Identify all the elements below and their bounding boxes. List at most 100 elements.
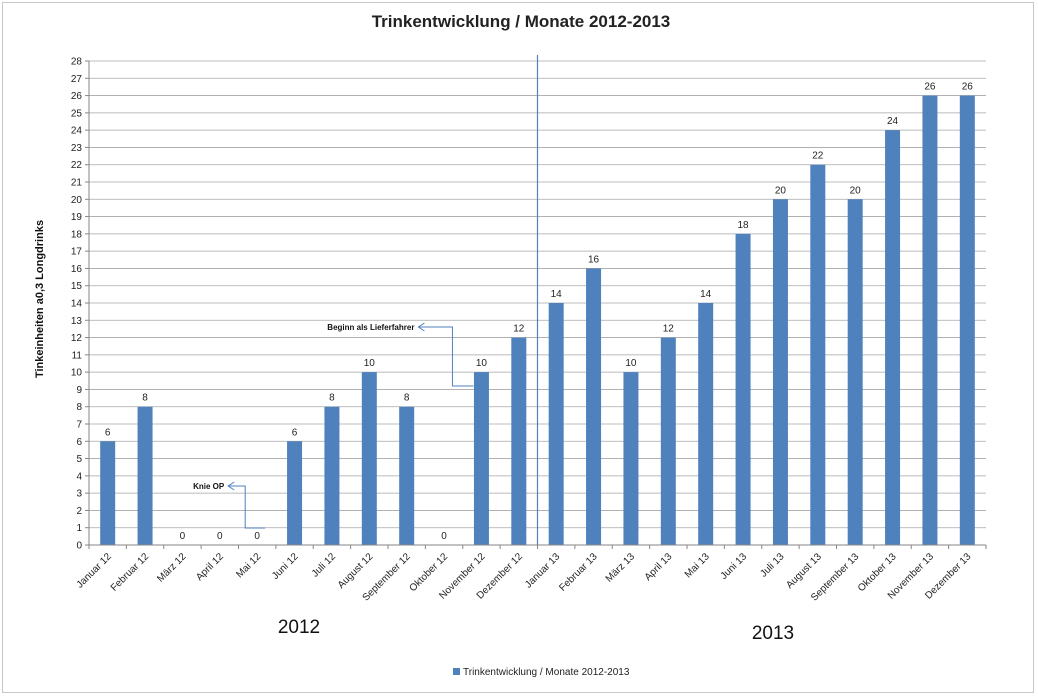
y-tick-label-14: 14 [71, 299, 83, 310]
x-tick-label-5: Juni 12 [270, 551, 301, 582]
data-label-6: 8 [329, 393, 335, 404]
bar-chart: Trinkentwicklung / Monate 2012-2013 0 12 3… [34, 12, 987, 678]
legend-swatch [453, 668, 460, 675]
y-tick-label-17: 17 [71, 247, 83, 258]
year-label-2013: 2013 [752, 623, 794, 644]
bar-5 [287, 441, 303, 545]
data-label-3: 0 [217, 531, 223, 542]
y-tick-label-23: 23 [71, 143, 83, 154]
bar-19 [810, 164, 826, 545]
annotation-arrowhead [227, 481, 235, 491]
y-tick-label-3: 3 [76, 489, 82, 500]
x-tick-label-18: Juli 13 [758, 551, 787, 580]
bar-1 [137, 406, 153, 545]
data-label-16: 14 [700, 289, 712, 300]
bar-21 [885, 130, 901, 545]
data-label-19: 22 [812, 151, 824, 162]
data-label-4: 0 [254, 531, 260, 542]
y-tick-label-8: 8 [76, 402, 82, 413]
y-tick-label-6: 6 [76, 437, 82, 448]
data-label-5: 6 [292, 427, 298, 438]
data-label-15: 12 [663, 324, 675, 335]
data-label-7: 10 [364, 358, 376, 369]
y-tick-label-2: 2 [76, 506, 82, 517]
x-tick-label-16: Mai 13 [683, 551, 712, 580]
data-label-13: 16 [588, 254, 600, 265]
y-axis-ticks: 0123456789101112131415161718192021222324… [71, 57, 89, 552]
data-label-11: 12 [513, 324, 525, 335]
x-tick-label-2: März 12 [155, 551, 189, 585]
y-tick-label-20: 20 [71, 195, 83, 206]
x-tick-label-3: April 12 [194, 551, 226, 583]
legend-label: Trinkentwicklung / Monate 2012-2013 [463, 667, 630, 678]
y-tick-label-4: 4 [76, 471, 82, 482]
x-tick-label-19: August 13 [784, 551, 824, 591]
annotation-arrowhead [417, 322, 425, 332]
bar-11 [511, 337, 527, 545]
annotation-beginn-lieferfahrer: Beginn als Lieferfahrer [327, 323, 414, 332]
y-tick-label-25: 25 [71, 108, 83, 119]
chart-title: Trinkentwicklung / Monate 2012-2013 [372, 12, 671, 31]
y-tick-label-16: 16 [71, 264, 83, 275]
y-tick-label-15: 15 [71, 281, 83, 292]
data-label-21: 24 [887, 116, 899, 127]
x-tick-label-13: Februar 13 [557, 551, 600, 594]
bar-0 [100, 441, 116, 545]
x-tick-label-14: März 13 [604, 551, 638, 585]
y-tick-label-9: 9 [76, 385, 82, 396]
bar-23 [959, 95, 975, 546]
knie-op-connector [228, 485, 266, 529]
y-tick-label-19: 19 [71, 212, 83, 223]
data-label-0: 6 [105, 427, 111, 438]
bar-12 [548, 303, 564, 545]
data-label-8: 8 [404, 393, 410, 404]
data-label-20: 20 [850, 185, 862, 196]
data-label-22: 26 [924, 82, 936, 93]
x-tick-label-15: April 13 [643, 551, 675, 583]
bar-6 [324, 406, 340, 545]
x-tick-label-1: Februar 12 [109, 551, 152, 594]
bar-17 [735, 233, 751, 545]
y-tick-label-11: 11 [72, 350, 83, 361]
data-label-17: 18 [738, 220, 750, 231]
y-tick-label-24: 24 [71, 126, 83, 137]
bar-20 [847, 199, 863, 546]
y-tick-label-28: 28 [71, 57, 83, 68]
x-tick-label-17: Juni 13 [719, 551, 750, 582]
y-tick-label-5: 5 [76, 454, 82, 465]
bar-13 [586, 268, 602, 545]
y-tick-label-21: 21 [71, 178, 83, 189]
y-tick-label-10: 10 [71, 368, 83, 379]
data-label-14: 10 [625, 358, 637, 369]
bar-22 [922, 95, 938, 546]
x-tick-label-7: August 12 [336, 551, 376, 591]
data-label-10: 10 [476, 358, 488, 369]
annotations: Knie OP Beginn als Lieferfahrer [193, 55, 539, 545]
bar-7 [361, 372, 377, 545]
x-tick-label-4: Mai 12 [234, 551, 263, 580]
y-tick-label-7: 7 [76, 420, 82, 431]
data-labels: 6 8 0 0 0 6 8 10 8 0 10 12 14 16 10 12 14 18 20 22 20 24 26 26 [105, 82, 973, 542]
bar-10 [473, 372, 489, 545]
legend: Trinkentwicklung / Monate 2012-2013 [453, 667, 630, 678]
y-axis-label: Tinkeinheiten a0,3 Longdrinks [34, 220, 46, 378]
y-tick-label-18: 18 [71, 229, 83, 240]
data-label-2: 0 [180, 531, 186, 542]
annotation-knie-op: Knie OP [193, 482, 225, 491]
data-label-18: 20 [775, 185, 787, 196]
data-label-9: 0 [441, 531, 447, 542]
year-label-2012: 2012 [278, 617, 320, 638]
y-tick-label-13: 13 [71, 316, 83, 327]
bar-18 [772, 199, 788, 546]
bar-15 [660, 337, 676, 545]
bars [100, 95, 975, 546]
x-tick-label-6: Juli 12 [310, 551, 339, 580]
lieferfahrer-connector [418, 326, 474, 387]
y-tick-label-22: 22 [71, 160, 83, 171]
y-tick-label-12: 12 [71, 333, 83, 344]
data-label-23: 26 [962, 82, 974, 93]
bar-14 [623, 372, 639, 545]
x-tick-label-12: Januar 13 [523, 551, 563, 591]
